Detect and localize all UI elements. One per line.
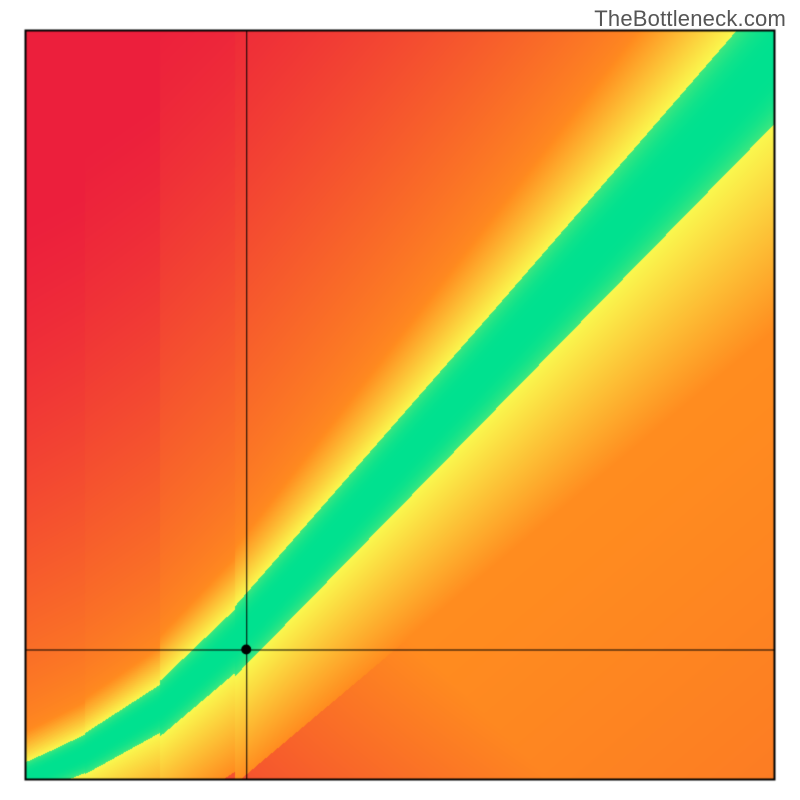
- chart-container: TheBottleneck.com: [0, 0, 800, 800]
- heatmap-canvas: [0, 0, 800, 800]
- watermark-text: TheBottleneck.com: [594, 6, 786, 32]
